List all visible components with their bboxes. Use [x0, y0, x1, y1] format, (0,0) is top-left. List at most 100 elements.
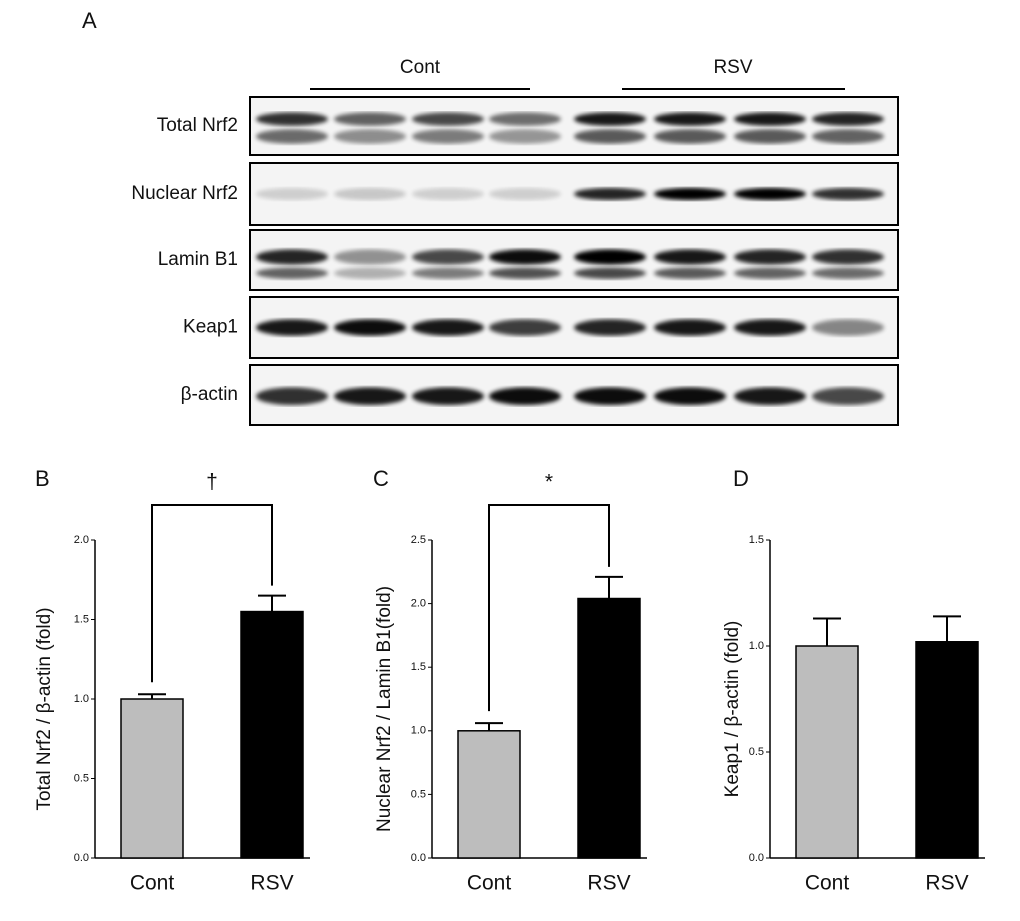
y-tick-label: 0.0 — [749, 852, 764, 864]
y-tick-label: 0.5 — [749, 746, 764, 758]
panel-label: D — [733, 466, 749, 491]
panel-label: C — [373, 466, 389, 491]
blot-band — [489, 249, 561, 265]
blot-band — [734, 387, 806, 406]
x-tick-label: Cont — [467, 872, 512, 895]
group-label: RSV — [713, 57, 752, 78]
blot-band — [654, 267, 726, 280]
blot-band — [334, 112, 406, 126]
significance-bracket — [151, 504, 273, 683]
blot-band — [812, 267, 884, 280]
bar — [795, 645, 859, 859]
significance-mark: † — [206, 471, 218, 494]
blot-band — [412, 249, 484, 265]
blot-band — [812, 129, 884, 144]
blot-band — [574, 249, 646, 265]
blot-band — [812, 387, 884, 406]
blot-band — [256, 129, 328, 144]
x-tick-label: RSV — [250, 872, 293, 895]
blot-band — [489, 267, 561, 280]
blot-band — [412, 267, 484, 280]
blot-band — [412, 187, 484, 201]
blot-band — [734, 112, 806, 126]
blot-band — [256, 249, 328, 265]
blot-band — [334, 187, 406, 201]
blot-band — [734, 129, 806, 144]
blot-band — [489, 387, 561, 406]
y-axis-label: Total Nrf2 / β-actin (fold) — [34, 607, 55, 810]
y-tick-label: 1.0 — [749, 640, 764, 652]
y-tick-label: 0.5 — [74, 772, 89, 784]
significance-mark: * — [545, 471, 553, 494]
y-tick-label: 1.5 — [749, 534, 764, 546]
bar — [457, 730, 521, 859]
blot-band — [256, 387, 328, 406]
blot-band — [734, 319, 806, 336]
blot-band — [334, 129, 406, 144]
panel-label: A — [82, 8, 97, 33]
blot-band — [812, 249, 884, 265]
y-tick-label: 2.0 — [411, 598, 426, 610]
blot-band — [412, 129, 484, 144]
blot-band — [334, 387, 406, 406]
blot-band — [574, 129, 646, 144]
x-tick-label: RSV — [587, 872, 630, 895]
blot-band — [574, 319, 646, 336]
charts: B Total Nrf2 / β-actin (fold) 0.0 0.5 1.0 1.5… — [34, 466, 985, 895]
y-axis-label: Nuclear Nrf2 / Lamin B1(fold) — [374, 586, 395, 832]
y-tick-label: 2.5 — [411, 534, 426, 546]
blot-band — [574, 387, 646, 406]
blot-band — [734, 249, 806, 265]
blot-band — [489, 129, 561, 144]
blot-band — [334, 249, 406, 265]
blot-band — [574, 187, 646, 201]
y-axis-label: Keap1 / β-actin (fold) — [722, 621, 743, 798]
blot-band — [654, 249, 726, 265]
blot-band — [489, 319, 561, 336]
blot-band — [574, 267, 646, 280]
blot-band — [654, 129, 726, 144]
blot-band — [574, 112, 646, 126]
row-label: Total Nrf2 — [157, 115, 238, 136]
y-tick-label: 1.0 — [74, 693, 89, 705]
row-label: Keap1 — [183, 317, 238, 338]
blot-band — [812, 112, 884, 126]
panel-label: B — [35, 466, 50, 491]
blot-band — [412, 112, 484, 126]
bar — [915, 641, 979, 859]
significance-bracket — [488, 504, 610, 712]
y-tick-label: 2.0 — [74, 534, 89, 546]
blot-band — [489, 187, 561, 201]
y-tick-label: 0.5 — [411, 788, 426, 800]
y-tick-label: 0.0 — [411, 852, 426, 864]
group-label: Cont — [400, 57, 441, 78]
y-tick-label: 1.5 — [74, 613, 89, 625]
blot-band — [812, 187, 884, 201]
y-tick-label: 1.5 — [411, 661, 426, 673]
blot-box — [249, 96, 899, 156]
blot-band — [256, 112, 328, 126]
blot-band — [412, 319, 484, 336]
y-tick-label: 1.0 — [411, 725, 426, 737]
x-tick-label: RSV — [925, 872, 968, 895]
bar — [120, 698, 184, 859]
blot-band — [654, 319, 726, 336]
y-tick-label: 0.0 — [74, 852, 89, 864]
blot-band — [734, 187, 806, 201]
x-tick-label: Cont — [805, 872, 850, 895]
blot-band — [256, 267, 328, 280]
blot-band — [334, 319, 406, 336]
row-label: Lamin B1 — [158, 249, 238, 270]
blot-band — [334, 267, 406, 280]
blot-band — [412, 387, 484, 406]
blot-band — [654, 112, 726, 126]
bar — [240, 610, 304, 859]
blot-band — [256, 319, 328, 336]
blot: Total Nrf2 Nuclear Nrf2 Lamin B1 Keap1 β-act… — [131, 96, 899, 426]
blot-band — [812, 319, 884, 336]
blot-band — [654, 387, 726, 406]
blot-band — [734, 267, 806, 280]
bar — [577, 597, 641, 859]
blot-band — [256, 187, 328, 201]
